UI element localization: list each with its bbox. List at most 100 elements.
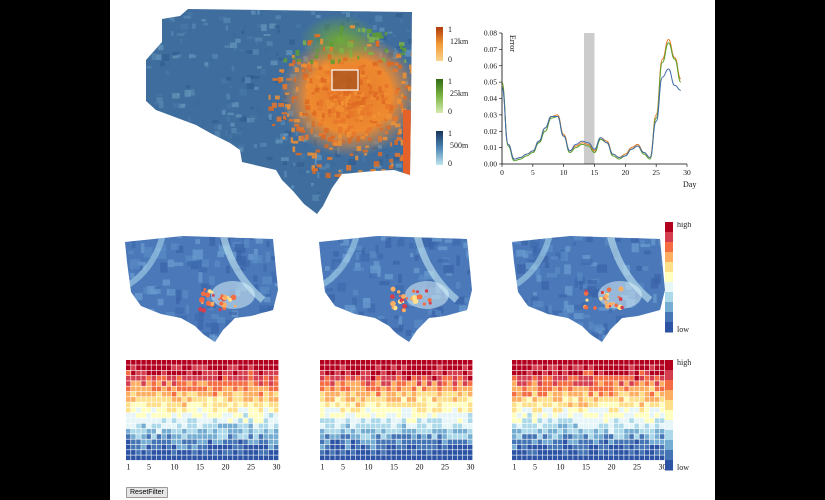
main-map[interactable] [110,0,420,220]
matrix-cell [512,370,517,376]
matrix-cell [406,418,412,423]
matrix-cell [141,381,146,386]
matrix-cell [131,455,136,461]
matrix-cell [532,455,537,461]
daily-map-2[interactable] [317,230,479,342]
matrix-cell [182,423,187,429]
matrix-cell [411,418,417,423]
matrix-cell [427,413,432,418]
matrix-cell [263,439,269,445]
matrix-cell [381,375,386,381]
matrix-tick-label: 5 [341,463,345,472]
matrix-cell [166,428,172,434]
matrix-cell [629,450,634,455]
matrix-cell [192,423,197,429]
matrix-cell [192,360,197,365]
matrix-cell [639,381,644,386]
matrix-cell [396,439,401,445]
matrix-cell [340,439,345,445]
error-matrix-3[interactable]: 1 5 10 15 20 25 30 [512,360,666,472]
matrix-cell [391,413,396,418]
matrix-cell [557,402,563,408]
matrix-cell [376,455,381,461]
matrix-cell [177,428,182,434]
error-matrix-2[interactable]: 1 5 10 15 20 25 30 [320,360,474,472]
matrix-cell [202,381,207,386]
matrix-cell [568,418,573,423]
matrix-cell [406,402,412,408]
matrix-cell [166,423,172,429]
matrix-cell [629,386,634,392]
matrix-cell [603,365,609,370]
matrix-cell [243,434,248,439]
error-series-line-3[interactable] [501,68,681,160]
heat-legend-swatch [665,400,673,411]
map-selection-box[interactable] [331,69,359,91]
reset-filter-button[interactable]: ResetFilter [126,487,168,498]
matrix-cell [411,375,417,381]
matrix-cell [212,439,218,445]
matrix-cell [588,391,593,397]
matrix-cell [396,455,401,461]
matrix-cell [624,407,629,413]
matrix-cell [588,423,593,429]
matrix-cell [151,381,156,386]
matrix-cell [228,423,233,429]
time-brush[interactable] [584,33,595,164]
matrix-cell [386,402,391,408]
matrix-cell [411,444,417,450]
heat-legend-swatch [665,222,673,233]
matrix-cell [217,444,223,450]
matrix-cell [248,428,253,434]
matrix-cell [608,381,614,386]
matrix-cell [217,370,223,376]
matrix-cell [238,391,243,397]
error-line-chart[interactable]: 0.000.010.020.030.040.050.060.070.080 5 10… [470,25,710,195]
matrix-cell [171,386,177,392]
matrix-cell [422,397,427,402]
matrix-cell [207,413,213,418]
matrix-cell [659,375,665,381]
matrix-cell [386,444,391,450]
matrix-cell [217,391,223,397]
matrix-cell [416,386,422,392]
error-matrix-1[interactable]: 1 5 10 15 20 25 30 [126,360,280,472]
matrix-cell [243,381,248,386]
matrix-cell [614,444,619,450]
matrix-cell [467,423,473,429]
matrix-cell [547,434,553,439]
matrix-cell [146,423,151,429]
matrix-cell [588,375,593,381]
matrix-cell [457,450,463,455]
error-series-line-2[interactable] [501,42,682,162]
matrix-cell [263,413,269,418]
matrix-cell [253,434,258,439]
matrix-cell [517,434,522,439]
matrix-cell [253,370,258,376]
matrix-cell [386,391,391,397]
matrix-cell [527,418,532,423]
matrix-cell [639,365,644,370]
matrix-cell [588,407,593,413]
matrix-cell [593,455,599,461]
y-tick-label: 0.02 [484,127,497,136]
matrix-cell [248,375,253,381]
matrix-cell [522,381,527,386]
daily-map-1[interactable] [123,230,286,342]
matrix-cell [258,386,264,392]
matrix-cell [263,455,269,461]
matrix-cell [406,450,412,455]
matrix-cell [345,450,350,455]
matrix-cell [171,428,177,434]
matrix-cell [248,439,253,445]
matrix-cell [552,360,558,365]
matrix-cell [654,370,660,376]
matrix-cell [568,423,573,429]
matrix-cell [396,434,401,439]
daily-map-3[interactable] [510,230,675,342]
matrix-cell [593,444,599,450]
matrix-cell [396,423,401,429]
matrix-cell [406,423,412,429]
matrix-cell [228,434,233,439]
matrix-cell [141,455,146,461]
